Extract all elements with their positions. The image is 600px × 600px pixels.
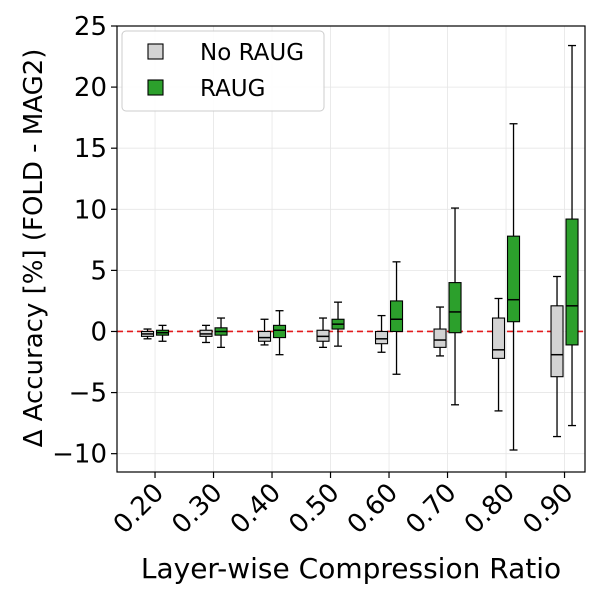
box-iqr	[272, 324, 287, 339]
box-series	[140, 44, 579, 451]
x-axis-label: Layer-wise Compression Ratio	[141, 552, 561, 585]
x-tick-label: 0.30	[166, 478, 228, 540]
x-tick-label: 0.40	[225, 478, 287, 540]
box-raug-0.30	[214, 317, 228, 349]
legend-label: RAUG	[200, 76, 265, 102]
x-axis-ticks: 0.200.300.400.500.600.700.800.90	[108, 472, 579, 540]
y-tick-label: −5	[69, 379, 107, 409]
y-axis-ticks: 25 20 15 10 5 0 −5 −10	[52, 12, 117, 470]
box-no-raug-0.80	[491, 297, 506, 412]
box-iqr	[550, 305, 564, 378]
box-no-raug-0.90	[550, 275, 564, 438]
box-iqr	[433, 328, 447, 348]
x-tick-label: 0.20	[108, 478, 170, 540]
box-raug-0.90	[565, 44, 579, 427]
legend-frame	[121, 30, 325, 112]
box-raug-0.70	[448, 207, 462, 406]
box-raug-0.80	[506, 123, 521, 451]
legend-marker	[147, 43, 164, 60]
box-raug-0.40	[272, 310, 287, 356]
box-no-raug-0.60	[374, 314, 389, 353]
box-iqr	[491, 317, 506, 359]
x-tick-label: 0.90	[517, 478, 579, 540]
box-no-raug-0.40	[257, 318, 272, 346]
box-no-raug-0.20	[140, 328, 155, 340]
box-iqr	[374, 330, 389, 345]
x-tick-label: 0.70	[400, 478, 462, 540]
y-tick-label: 10	[74, 195, 107, 225]
box-raug-0.20	[155, 324, 170, 342]
box-iqr	[448, 282, 462, 334]
box-no-raug-0.50	[316, 317, 330, 349]
box-no-raug-0.30	[199, 324, 213, 344]
box-iqr	[389, 300, 404, 333]
box-iqr	[565, 218, 579, 346]
legend: No RAUG RAUG	[121, 30, 325, 112]
box-raug-0.50	[331, 301, 345, 347]
y-tick-label: 20	[74, 73, 107, 103]
y-tick-label: −10	[52, 440, 107, 470]
x-tick-label: 0.50	[283, 478, 345, 540]
box-raug-0.60	[389, 261, 404, 375]
y-tick-label: 0	[90, 317, 107, 347]
y-tick-label: 15	[74, 134, 107, 164]
x-tick-label: 0.60	[342, 478, 404, 540]
box-iqr	[257, 330, 272, 342]
legend-label: No RAUG	[200, 40, 304, 66]
y-axis-label: Δ Accuracy [%] (FOLD - MAG2)	[19, 49, 49, 448]
x-tick-label: 0.80	[459, 478, 521, 540]
box-iqr	[506, 235, 521, 323]
plot-frame	[116, 25, 586, 473]
y-tick-label: 25	[74, 12, 107, 42]
legend-marker	[147, 79, 164, 96]
box-no-raug-0.70	[433, 306, 447, 357]
y-tick-label: 5	[90, 256, 107, 286]
